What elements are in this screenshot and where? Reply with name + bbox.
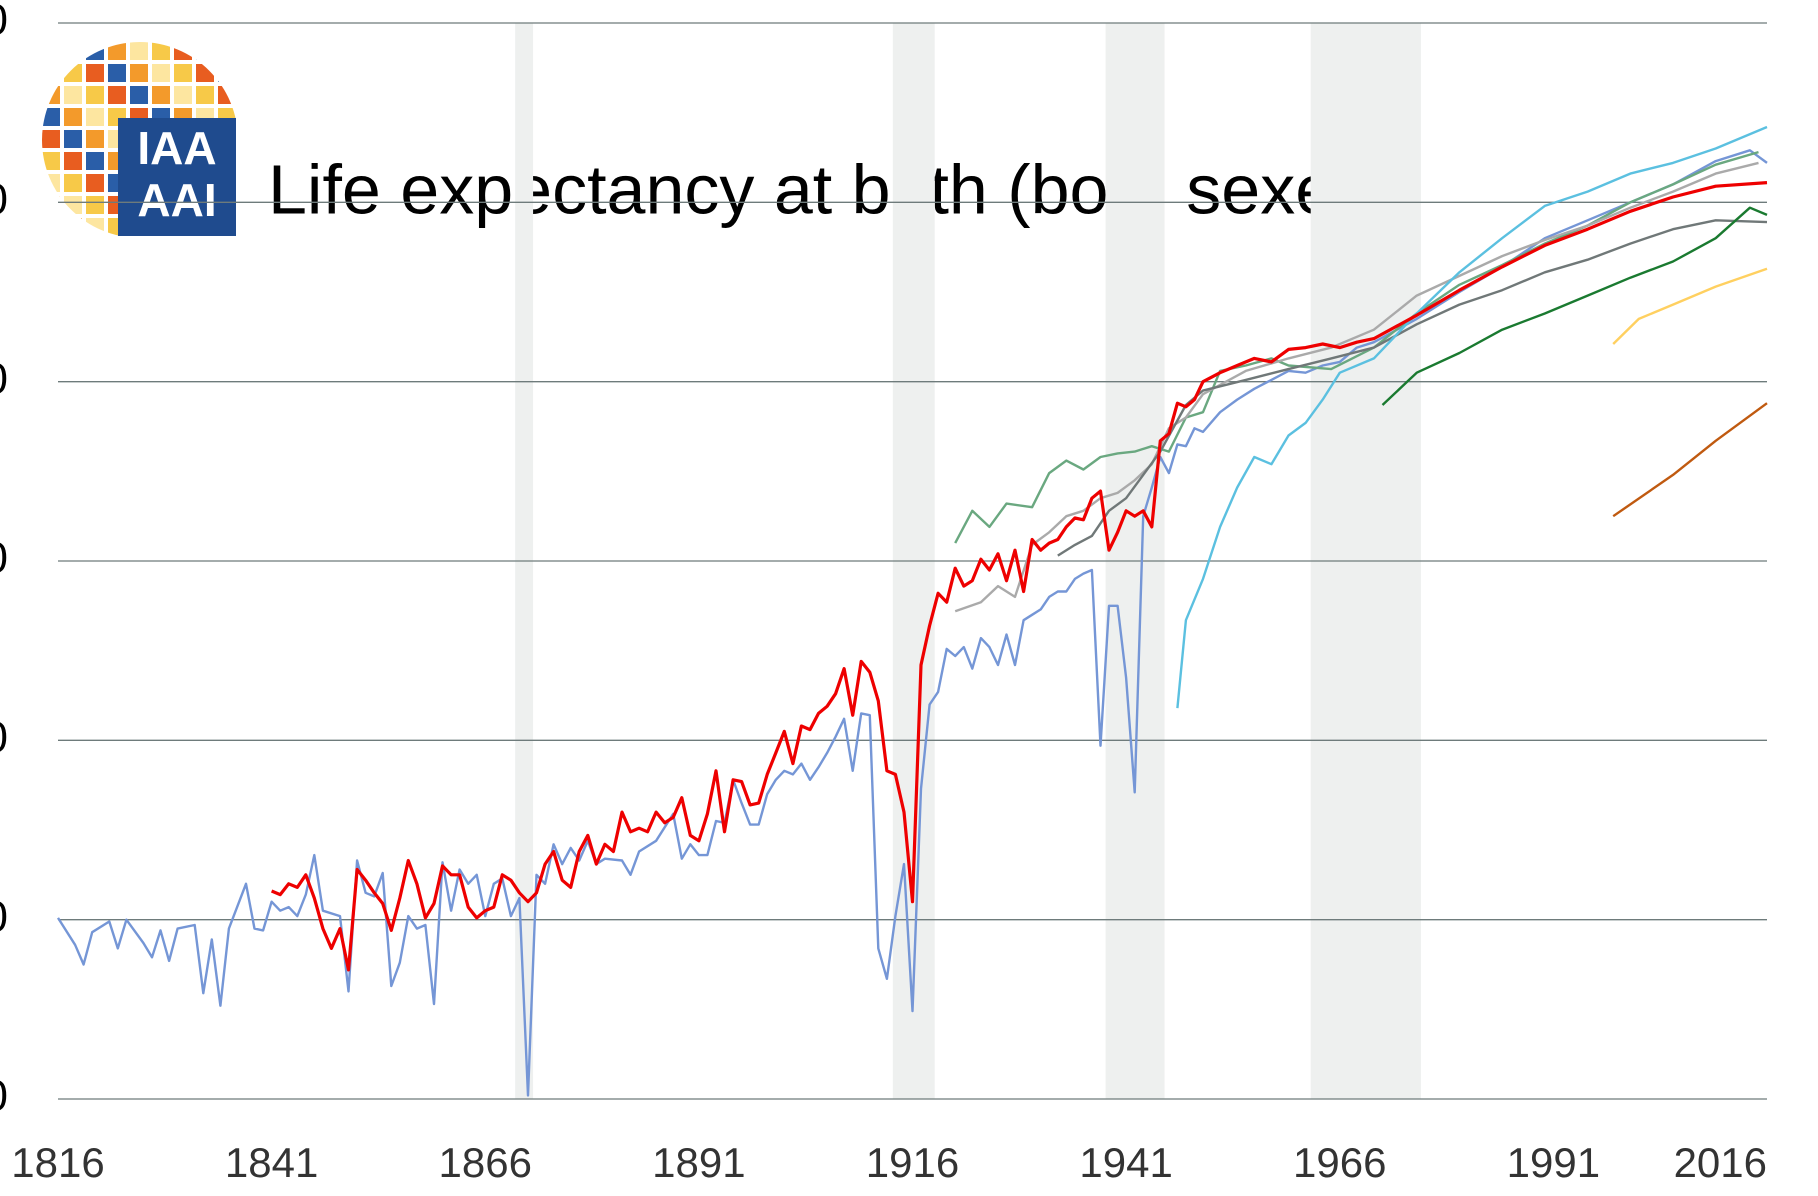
x-tick-label: 1866 (439, 1139, 532, 1186)
logo-cell (108, 86, 126, 104)
logo-cell (64, 42, 82, 60)
series-line (1612, 267, 1768, 345)
series-line (1057, 219, 1768, 557)
y-tick-label: 30 (0, 1072, 8, 1121)
logo-cell (42, 218, 60, 236)
logo-cell (174, 42, 192, 60)
logo-text: AAI (137, 174, 216, 226)
logo-cell (152, 64, 170, 82)
logo-cell (42, 174, 60, 192)
logo-cell (218, 86, 236, 104)
series-line (1381, 206, 1768, 406)
logo-cell (64, 196, 82, 214)
logo-cell (86, 108, 104, 126)
logo-cell (130, 86, 148, 104)
logo-cell (42, 42, 60, 60)
logo-cell (108, 64, 126, 82)
logo-cell (152, 86, 170, 104)
series-line (1612, 402, 1768, 518)
logo-cell (196, 86, 214, 104)
logo-cell (64, 108, 82, 126)
logo-cell (108, 42, 126, 60)
x-tick-label: 2016 (1674, 1139, 1767, 1186)
logo-cell (42, 64, 60, 82)
x-tick-label: 1991 (1507, 1139, 1600, 1186)
logo-cell (64, 174, 82, 192)
logo-cell (86, 42, 104, 60)
y-tick-label: 60 (0, 534, 8, 583)
logo-cell (42, 196, 60, 214)
series-line (56, 149, 1768, 1097)
y-tick-label: 90 (0, 0, 8, 45)
series-line (1176, 125, 1768, 709)
logo-cell (174, 86, 192, 104)
logo-cell (196, 42, 214, 60)
y-tick-label: 50 (0, 713, 8, 762)
logo: IAA AAI (42, 42, 236, 236)
series-line (954, 150, 1759, 544)
logo-cell (64, 218, 82, 236)
y-tick-label: 80 (0, 175, 8, 224)
y-tick-label: 70 (0, 354, 8, 403)
logo-cell (86, 130, 104, 148)
series-line (270, 181, 1768, 972)
logo-cell (152, 42, 170, 60)
x-tick-label: 1891 (652, 1139, 745, 1186)
logo-cell (130, 64, 148, 82)
series-line (954, 161, 1759, 613)
x-tick-label: 1941 (1079, 1139, 1172, 1186)
logo-cell (42, 130, 60, 148)
logo-cell (64, 130, 82, 148)
logo-cell (42, 86, 60, 104)
x-tick-label: 1816 (11, 1139, 104, 1186)
x-tick-label: 1841 (225, 1139, 318, 1186)
logo-cell (196, 64, 214, 82)
logo-box (118, 118, 236, 236)
logo-cell (86, 64, 104, 82)
chart-title: Life expectancy at birth (both sexes) (268, 150, 1392, 228)
logo-cell (42, 152, 60, 170)
logo-cell (86, 218, 104, 236)
logo-cell (86, 152, 104, 170)
logo-cell (64, 86, 82, 104)
logo-cell (130, 42, 148, 60)
logo-cell (86, 196, 104, 214)
logo-cell (174, 64, 192, 82)
logo-cell (86, 174, 104, 192)
logo-cell (86, 86, 104, 104)
logo-cell (64, 64, 82, 82)
x-tick-label: 1916 (866, 1139, 959, 1186)
x-tick-label: 1966 (1293, 1139, 1386, 1186)
logo-text: IAA (137, 122, 216, 174)
y-tick-label: 40 (0, 892, 8, 941)
logo-cell (42, 108, 60, 126)
logo-cell (64, 152, 82, 170)
logo-cell (218, 42, 236, 60)
logo-cell (218, 64, 236, 82)
